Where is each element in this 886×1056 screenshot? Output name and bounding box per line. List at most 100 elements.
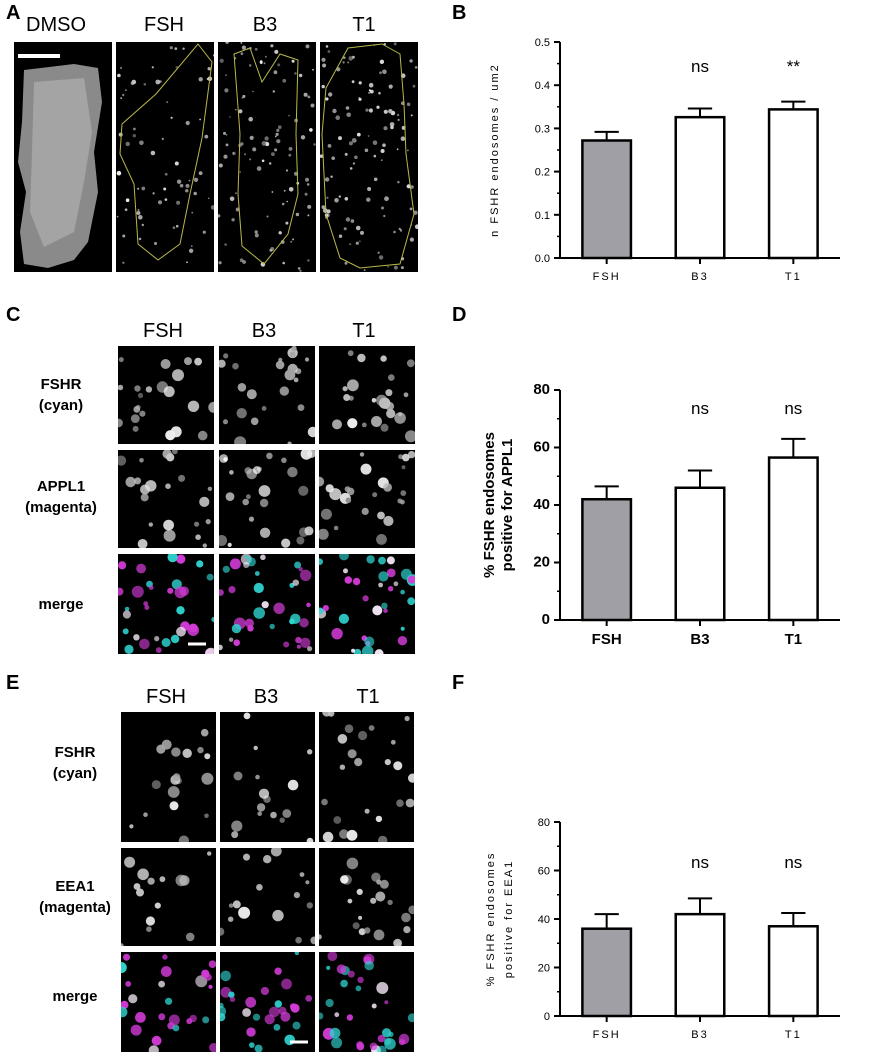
speckle xyxy=(322,605,329,612)
speckle xyxy=(280,1011,291,1022)
speckle xyxy=(327,144,332,148)
speckle xyxy=(347,970,355,978)
speckle xyxy=(209,1043,216,1052)
speckle xyxy=(208,401,214,413)
speckle xyxy=(347,350,354,357)
speckle xyxy=(124,89,127,92)
speckle xyxy=(371,398,377,403)
speckle xyxy=(388,586,394,592)
speckle xyxy=(229,996,236,1002)
speckle xyxy=(364,148,369,153)
speckle xyxy=(274,967,282,975)
speckle xyxy=(349,243,352,246)
speckle xyxy=(176,626,186,637)
speckle xyxy=(193,191,197,196)
speckle xyxy=(254,571,260,576)
speckle xyxy=(235,108,237,111)
speckle xyxy=(383,214,386,218)
speckle xyxy=(406,102,411,107)
speckle xyxy=(393,938,402,946)
speckle xyxy=(120,97,123,100)
speckle xyxy=(264,136,269,141)
speckle xyxy=(368,91,371,94)
speckle xyxy=(363,269,366,272)
speckle xyxy=(124,208,128,211)
speckle xyxy=(339,554,349,561)
speckle xyxy=(252,90,254,93)
speckle xyxy=(257,811,262,816)
speckle xyxy=(128,994,138,1004)
speckle xyxy=(130,1024,142,1036)
speckle xyxy=(390,739,396,745)
speckle xyxy=(122,261,125,264)
speckle xyxy=(322,831,334,842)
speckle xyxy=(167,587,174,594)
speckle xyxy=(135,1012,146,1023)
speckle xyxy=(300,637,311,648)
speckle xyxy=(282,261,285,265)
speckle xyxy=(291,346,297,352)
speckle xyxy=(353,648,362,654)
speckle xyxy=(397,636,408,646)
speckle xyxy=(182,748,192,758)
speckle xyxy=(118,384,124,391)
speckle xyxy=(324,177,330,182)
speckle xyxy=(293,377,299,383)
speckle xyxy=(343,394,351,401)
speckle xyxy=(146,926,152,932)
speckle xyxy=(307,95,311,99)
speckle xyxy=(326,209,331,214)
speckle xyxy=(338,613,349,624)
micrograph-a-fsh xyxy=(116,42,214,272)
speckle xyxy=(287,779,299,791)
speckle xyxy=(147,877,155,885)
speckle xyxy=(122,610,131,619)
speckle xyxy=(145,916,155,926)
speckle xyxy=(263,62,266,65)
speckle xyxy=(167,554,178,563)
speckle xyxy=(331,156,335,160)
speckle xyxy=(292,1021,301,1030)
speckle xyxy=(273,70,278,75)
speckle xyxy=(372,140,378,145)
speckle xyxy=(393,761,403,771)
speckle xyxy=(393,265,398,270)
speckle xyxy=(400,136,406,141)
speckle xyxy=(274,1000,282,1008)
micrograph-c-fsh-merge xyxy=(118,554,214,654)
speckle xyxy=(231,820,243,832)
speckle xyxy=(244,467,252,475)
speckle xyxy=(371,872,381,882)
speckle xyxy=(118,418,123,428)
speckle xyxy=(185,932,195,942)
significance-label: ns xyxy=(784,399,802,418)
speckle xyxy=(361,507,369,515)
speckle xyxy=(335,115,340,120)
speckle xyxy=(164,172,168,176)
speckle xyxy=(319,934,322,940)
speckle xyxy=(408,905,414,915)
y-tick-label: 40 xyxy=(538,914,550,926)
micrograph-e-b3-fshr xyxy=(220,712,315,842)
speckle xyxy=(171,747,181,757)
speckle xyxy=(260,986,269,996)
speckle xyxy=(297,404,305,411)
speckle xyxy=(380,159,383,162)
speckle xyxy=(322,63,327,68)
speckle xyxy=(231,623,242,634)
speckle xyxy=(206,573,214,581)
speckle xyxy=(167,786,180,798)
speckle xyxy=(407,1013,414,1023)
speckle xyxy=(137,868,149,881)
speckle xyxy=(387,266,389,268)
speckle xyxy=(163,519,174,531)
micrograph-c-b3-merge xyxy=(219,554,315,654)
speckle xyxy=(355,985,362,992)
speckle xyxy=(229,116,231,118)
speckle xyxy=(258,788,270,799)
speckle xyxy=(195,975,208,988)
speckle xyxy=(222,565,230,573)
speckle xyxy=(307,259,310,262)
speckle xyxy=(248,64,252,67)
speckle xyxy=(371,1003,377,1009)
